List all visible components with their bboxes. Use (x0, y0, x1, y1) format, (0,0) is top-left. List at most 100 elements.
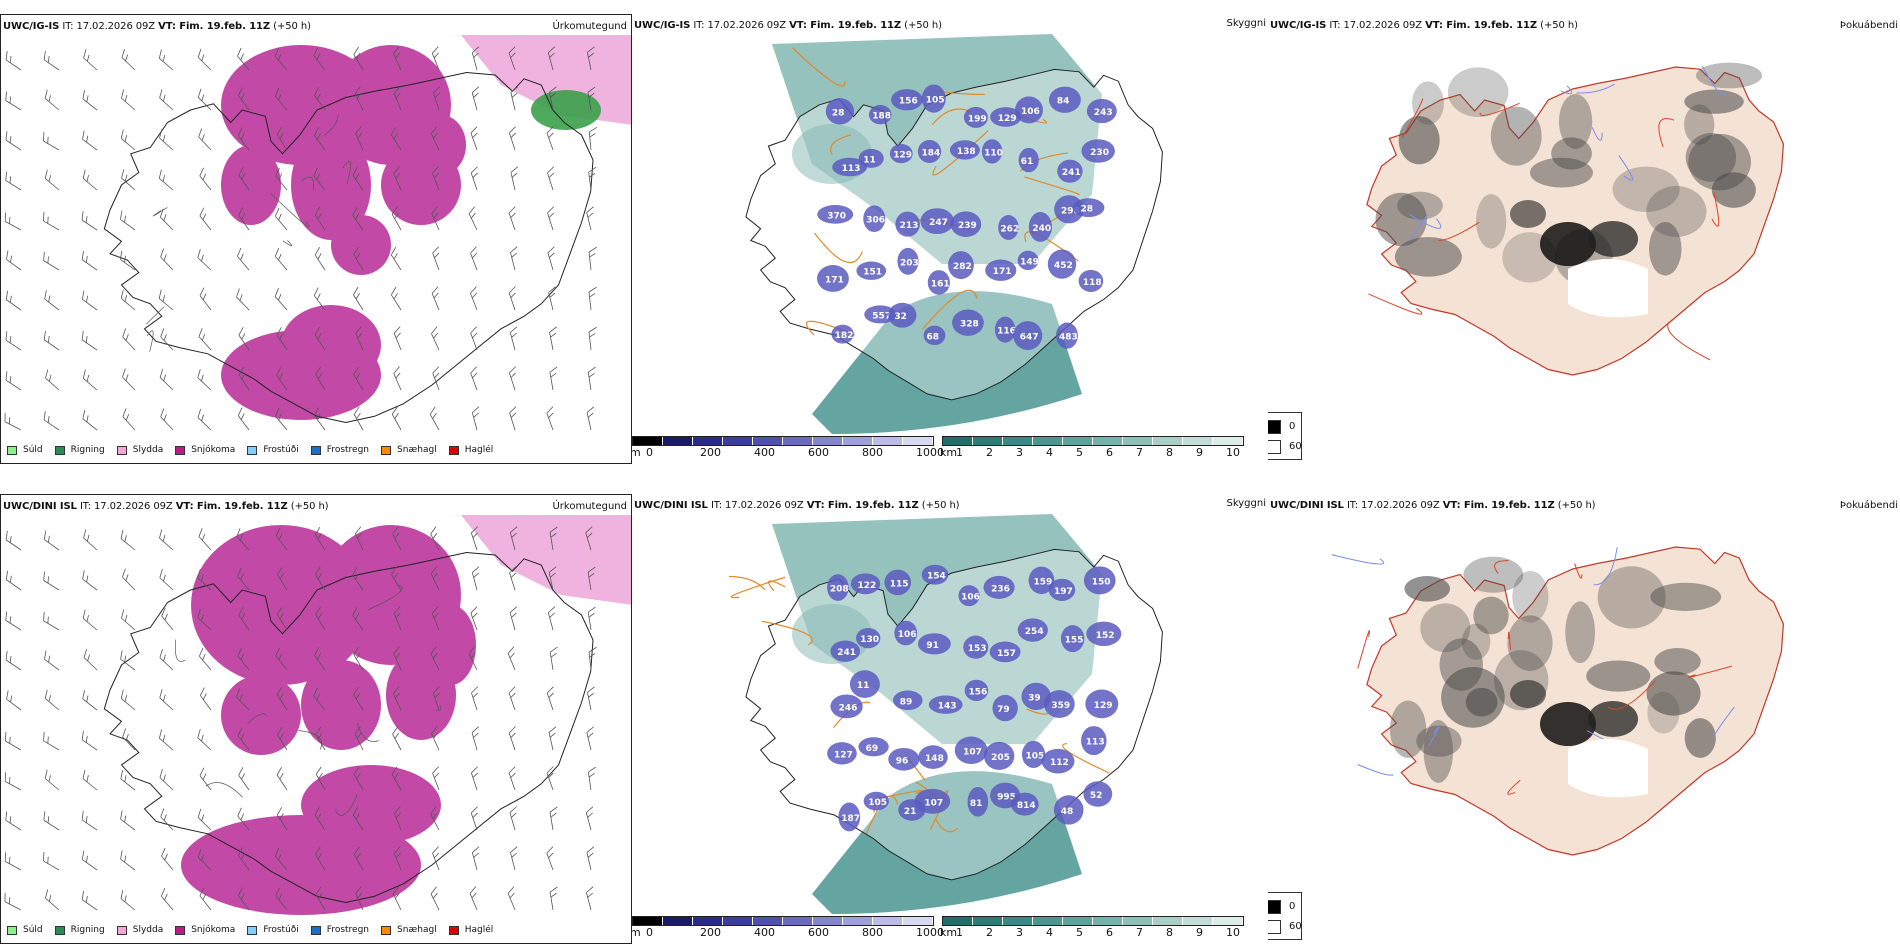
cloud-base-label: 152 (1096, 631, 1115, 641)
fog-high-label: 0 (1289, 901, 1296, 912)
colorbar-segment (1183, 437, 1213, 445)
legend-swatch (448, 445, 459, 455)
scale-tick: 4 (1046, 926, 1053, 939)
cloud-base-label: 28 (1081, 205, 1094, 215)
precip-title: Úrkomutegund (552, 21, 627, 32)
legend-label: Súld (23, 925, 43, 935)
cloud-base-label: 262 (1000, 224, 1019, 234)
cloud-base-label: 96 (896, 756, 909, 766)
panel-header: UWC/DINI ISL IT: 17.02.2026 09Z VT: Fim.… (1270, 500, 1596, 511)
scale-tick: 400 (754, 926, 775, 939)
colorbar-segment (1183, 917, 1213, 925)
legend-item-haglél: Haglél (448, 925, 494, 935)
cloud-base-label: 150 (1092, 577, 1111, 587)
colorbar-segment (903, 917, 933, 925)
cloud-base-label: 159 (1033, 577, 1052, 587)
legend-item-slydda: Slydda (116, 925, 163, 935)
colorbar-segment (873, 917, 903, 925)
legend-label: Snæhagl (397, 925, 437, 935)
legend-label: Súld (23, 445, 43, 455)
precip-title: Úrkomutegund (552, 501, 627, 512)
cloud-base-label: 452 (1054, 261, 1073, 271)
cloud-base-label: 246 (839, 703, 858, 713)
cloud-base-label: 130 (860, 635, 879, 645)
cloud-base-label: 32 (894, 312, 907, 322)
cloud-base-colorbar (632, 436, 934, 446)
scale-unit: m (632, 926, 641, 939)
cloud-base-label: 187 (841, 814, 860, 824)
panel-header: UWC/IG-IS IT: 17.02.2026 09Z VT: Fim. 19… (1270, 20, 1578, 31)
cloud-base-label: 240 (1032, 224, 1051, 234)
scale-tick: 7 (1136, 926, 1143, 939)
colorbar-segment (1093, 437, 1123, 445)
scale-tick: 800 (862, 926, 883, 939)
scale-tick: 9 (1196, 446, 1203, 459)
legend-item-haglél: Haglél (448, 445, 493, 455)
colorbar-segment (1093, 917, 1123, 925)
cloud-base-label: 79 (997, 705, 1010, 715)
cloud-base-label: 116 (997, 327, 1016, 337)
cloud-base-label: 127 (834, 750, 853, 760)
cloud-base-label: 106 (1021, 107, 1040, 117)
scale-tick: 4 (1046, 446, 1053, 459)
cloud-title: Skyggni (1226, 18, 1266, 29)
cloud-base-label: 106 (898, 630, 917, 640)
cloud-base-label: 11 (857, 681, 870, 691)
legend-swatch (247, 445, 258, 455)
cloud-base-label: 359 (1051, 701, 1070, 711)
legend-item-rigning: Rigning (54, 925, 105, 935)
cloud-base-label: 112 (1050, 758, 1069, 768)
legend-label: Snæhagl (397, 445, 437, 455)
scale-tick: 600 (808, 446, 829, 459)
cloud-base-label: 171 (825, 275, 844, 285)
cloud-base-label: 370 (827, 211, 846, 221)
colorbar-segment (873, 437, 903, 445)
cloud-base-label: 239 (958, 221, 977, 231)
colorbar-segment (813, 437, 843, 445)
scale-tick: 400 (754, 446, 775, 459)
legend-swatch (116, 445, 127, 455)
colorbar-segment (1153, 917, 1183, 925)
colorbar-segment (973, 437, 1003, 445)
scale-tick: 3 (1016, 446, 1023, 459)
fog-high-swatch (1268, 420, 1281, 434)
scale-tick: 5 (1076, 926, 1083, 939)
legend-item-súld: Súld (7, 925, 43, 935)
cloud-base-label: 105 (1026, 751, 1045, 761)
legend-label: Rigning (70, 445, 105, 455)
legend-label: Rigning (70, 925, 105, 935)
cloud-base-label: 105 (926, 96, 945, 106)
cloud-base-label: 151 (863, 268, 882, 278)
scale-tick: 0 (646, 926, 653, 939)
colorbar-segment (753, 917, 783, 925)
precip-panel-bottom: UWC/DINI ISL IT: 17.02.2026 09Z VT: Fim.… (0, 494, 632, 944)
visibility-colorbar (942, 916, 1244, 926)
fog-low-label: 60 (1289, 441, 1302, 452)
precip-legend: Súld Rigning Slydda Snjókoma Frostúði Frostre… (7, 925, 505, 935)
colorbar-segment (633, 917, 663, 925)
legend-label: Frostregn (326, 445, 370, 455)
scale-tick: 9 (1196, 926, 1203, 939)
legend-swatch (54, 925, 65, 935)
scale-tick: 6 (1106, 446, 1113, 459)
colorbar-segment (633, 437, 663, 445)
colorbar-segment (1213, 437, 1243, 445)
cloud-base-label: 483 (1059, 333, 1078, 343)
legend-swatch (310, 445, 321, 455)
legend-item-frostregn: Frostregn (310, 925, 369, 935)
colorbar-segment (843, 437, 873, 445)
legend-label: Haglél (464, 925, 494, 935)
legend-swatch (54, 445, 65, 455)
cloud-base-label: 184 (921, 149, 940, 159)
cloud-base-label: 115 (890, 579, 909, 589)
cloud-base-label: 107 (963, 747, 982, 757)
fog-high-label: 0 (1289, 421, 1296, 432)
legend-item-frostúði: Frostúði (247, 445, 299, 455)
scale-tick: 8 (1166, 926, 1173, 939)
cloud-base-label: 814 (1017, 801, 1036, 811)
fog-map-top (1366, 62, 1785, 376)
cloud-base-label: 118 (1083, 278, 1102, 288)
legend-item-snjókoma: Snjókoma (175, 445, 235, 455)
panel-header: UWC/IG-IS IT: 17.02.2026 09Z VT: Fim. 19… (3, 21, 311, 32)
